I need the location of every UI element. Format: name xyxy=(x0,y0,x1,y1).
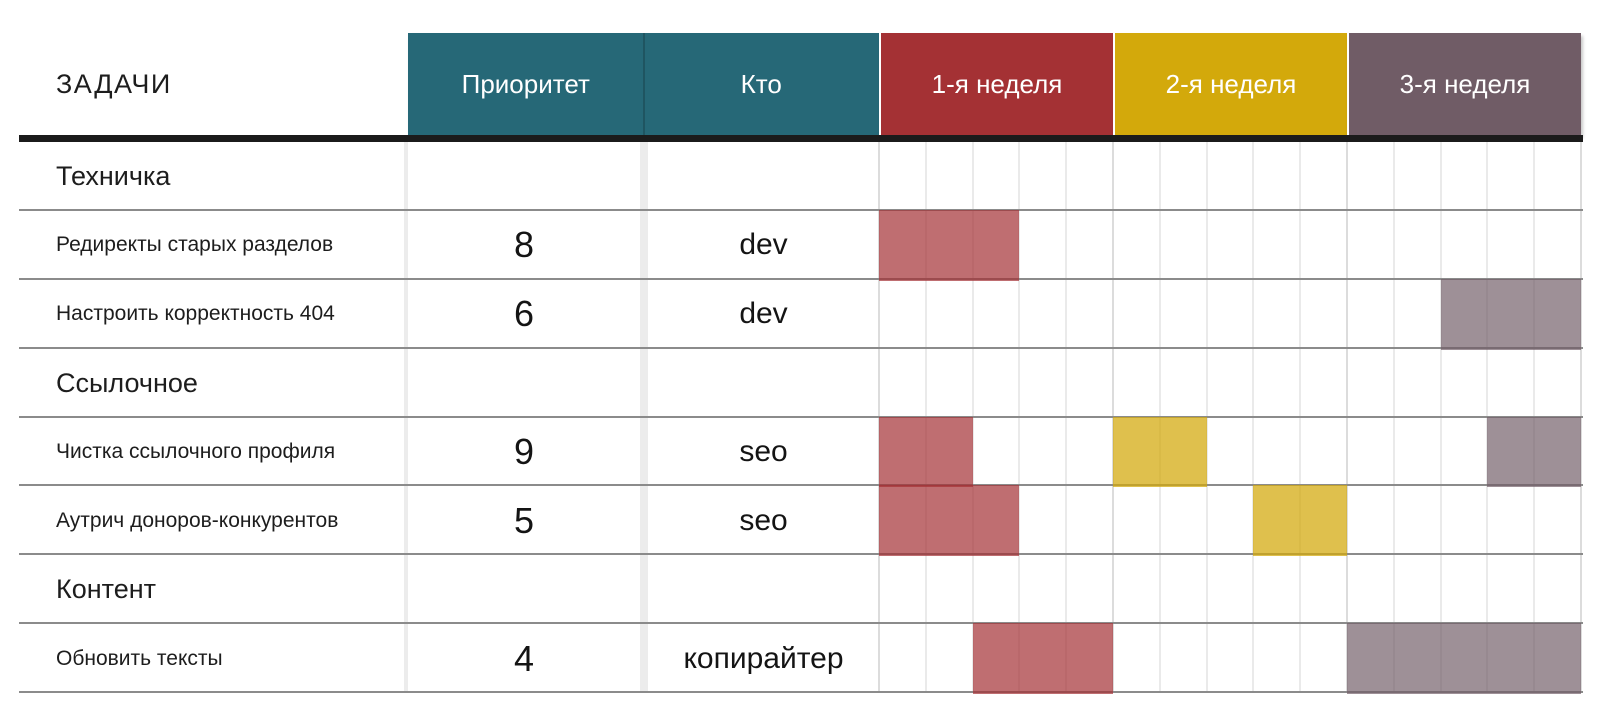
row-divider-line xyxy=(19,415,1583,418)
gantt-bar-red xyxy=(879,416,973,488)
who-value: копирайтер xyxy=(683,641,844,675)
who-value: dev xyxy=(739,297,788,331)
gantt-bar-red xyxy=(972,623,1113,694)
row-divider-line xyxy=(19,346,1583,349)
row-divider-line xyxy=(19,277,1583,280)
week-gridline xyxy=(1580,142,1582,693)
column-divider-tasks-priority xyxy=(404,142,408,693)
gantt-bar-red xyxy=(879,485,1020,557)
section-label: Ссылочное xyxy=(56,367,198,398)
priority-value: 4 xyxy=(513,637,535,679)
day-gridline xyxy=(1205,142,1208,693)
priority-value: 8 xyxy=(513,224,535,266)
priority-value: 5 xyxy=(513,499,535,541)
section-label: Техничка xyxy=(56,160,171,191)
task-label: Обновить тексты xyxy=(56,646,223,670)
column-header-week-2: 2-я неделя xyxy=(1113,33,1347,135)
who-value: dev xyxy=(739,228,788,262)
day-gridline xyxy=(1252,142,1255,693)
header-column-divider xyxy=(643,33,645,135)
gantt-bar-purple xyxy=(1440,278,1581,350)
column-header-who: Кто xyxy=(740,68,782,99)
day-gridline xyxy=(971,142,974,693)
task-label: Аутрич доноров-конкурентов xyxy=(56,508,339,532)
priority-value: 9 xyxy=(513,430,535,472)
header-block-teal: Приоритет Кто xyxy=(408,33,879,135)
column-divider-priority-who xyxy=(640,142,648,693)
gantt-bar-purple xyxy=(1347,623,1581,694)
week-gridline xyxy=(1346,142,1348,693)
day-gridline xyxy=(1439,142,1442,693)
header-underline xyxy=(19,135,1583,142)
gantt-bar-purple xyxy=(1487,416,1581,488)
gantt-bar-yellow xyxy=(1253,485,1347,557)
row-divider-line xyxy=(19,691,1583,693)
task-label: Чистка ссылочного профиля xyxy=(56,439,336,463)
row-divider-line xyxy=(19,484,1583,487)
tasks-column-header: ЗАДАЧИ xyxy=(56,68,172,99)
day-gridline xyxy=(1065,142,1068,693)
column-header-week-3: 3-я неделя xyxy=(1347,33,1581,135)
gantt-bar-red xyxy=(879,209,1020,281)
day-gridline xyxy=(1392,142,1395,693)
row-divider-line xyxy=(19,553,1583,556)
gantt-bar-yellow xyxy=(1113,416,1207,488)
task-label: Настроить корректность 404 xyxy=(56,302,335,326)
task-label: Редиректы старых разделов xyxy=(56,233,334,257)
row-divider-line xyxy=(19,622,1583,625)
column-header-week-1: 1-я неделя xyxy=(879,33,1113,135)
day-gridline xyxy=(1018,142,1021,693)
section-label: Контент xyxy=(56,574,157,605)
column-header-priority: Приоритет xyxy=(461,68,590,99)
day-gridline xyxy=(1299,142,1302,693)
priority-value: 6 xyxy=(513,293,535,335)
who-value: seo xyxy=(739,434,788,468)
row-divider-line xyxy=(19,208,1583,211)
who-value: seo xyxy=(739,503,788,537)
